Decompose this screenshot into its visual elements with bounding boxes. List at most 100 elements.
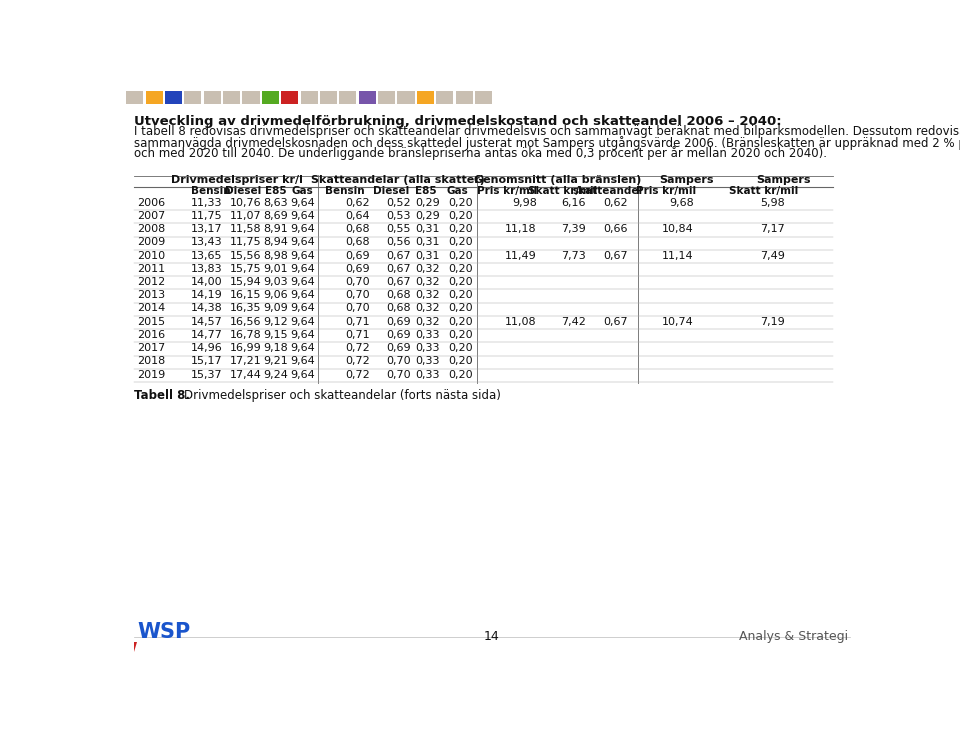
Text: 0,29: 0,29 bbox=[416, 198, 440, 207]
Text: 13,65: 13,65 bbox=[191, 251, 223, 260]
Text: 9,64: 9,64 bbox=[291, 237, 315, 247]
Text: 0,20: 0,20 bbox=[448, 304, 472, 314]
Text: 15,37: 15,37 bbox=[191, 370, 223, 380]
Text: Skatteandelar (alla skatter): Skatteandelar (alla skatter) bbox=[311, 175, 485, 185]
Text: 0,68: 0,68 bbox=[386, 290, 411, 301]
Text: 8,63: 8,63 bbox=[264, 198, 288, 207]
Text: 0,70: 0,70 bbox=[346, 290, 371, 301]
Text: 9,64: 9,64 bbox=[291, 317, 315, 327]
Text: 0,32: 0,32 bbox=[416, 317, 440, 327]
Text: 0,67: 0,67 bbox=[386, 264, 411, 273]
Text: E85: E85 bbox=[265, 186, 287, 196]
Text: 2006: 2006 bbox=[137, 198, 165, 207]
Bar bbox=[397, 91, 415, 104]
Bar bbox=[339, 91, 356, 104]
Bar bbox=[262, 91, 278, 104]
Text: Pris kr/mil: Pris kr/mil bbox=[477, 186, 538, 196]
Text: 11,07: 11,07 bbox=[230, 211, 262, 220]
Bar bbox=[320, 91, 337, 104]
Text: 0,20: 0,20 bbox=[448, 343, 472, 354]
Text: Bensin: Bensin bbox=[324, 186, 365, 196]
Text: 2011: 2011 bbox=[137, 264, 165, 273]
Text: 2008: 2008 bbox=[137, 224, 165, 234]
Text: 0,71: 0,71 bbox=[346, 330, 371, 340]
Bar bbox=[146, 91, 162, 104]
Text: 2015: 2015 bbox=[137, 317, 165, 327]
Text: Drivmedelspriser och skatteandelar (forts nästa sida): Drivmedelspriser och skatteandelar (fort… bbox=[183, 389, 500, 402]
Text: 0,33: 0,33 bbox=[416, 370, 440, 380]
Text: 2010: 2010 bbox=[137, 251, 165, 260]
Text: 9,21: 9,21 bbox=[263, 356, 288, 367]
Text: 0,33: 0,33 bbox=[416, 343, 440, 354]
Text: Bensin: Bensin bbox=[191, 186, 230, 196]
Text: 5,98: 5,98 bbox=[760, 198, 785, 207]
Text: 8,94: 8,94 bbox=[263, 237, 288, 247]
Text: 0,32: 0,32 bbox=[416, 264, 440, 273]
Text: 0,31: 0,31 bbox=[416, 237, 440, 247]
Text: 9,98: 9,98 bbox=[512, 198, 537, 207]
Text: 6,16: 6,16 bbox=[562, 198, 586, 207]
Text: 9,64: 9,64 bbox=[291, 251, 315, 260]
Text: Diesel: Diesel bbox=[373, 186, 409, 196]
Text: 0,56: 0,56 bbox=[386, 237, 411, 247]
Text: Utveckling av drivmedelförbrukning, drivmedelskostand och skatteandel 2006 – 204: Utveckling av drivmedelförbrukning, driv… bbox=[134, 115, 781, 128]
Text: Sampers: Sampers bbox=[756, 175, 811, 185]
Text: 0,69: 0,69 bbox=[346, 251, 371, 260]
Text: 14,00: 14,00 bbox=[191, 277, 223, 287]
Bar bbox=[456, 91, 472, 104]
Text: 0,29: 0,29 bbox=[416, 211, 440, 220]
Text: 16,15: 16,15 bbox=[230, 290, 262, 301]
Text: Skatt kr/mil: Skatt kr/mil bbox=[730, 186, 799, 196]
Bar bbox=[243, 91, 259, 104]
Text: 11,08: 11,08 bbox=[505, 317, 537, 327]
Text: 0,69: 0,69 bbox=[386, 317, 411, 327]
Text: 0,68: 0,68 bbox=[386, 304, 411, 314]
Text: 0,20: 0,20 bbox=[448, 356, 472, 367]
Text: 9,68: 9,68 bbox=[669, 198, 693, 207]
Text: 2019: 2019 bbox=[137, 370, 165, 380]
Text: 2013: 2013 bbox=[137, 290, 165, 301]
Text: 0,67: 0,67 bbox=[386, 251, 411, 260]
Text: 8,91: 8,91 bbox=[263, 224, 288, 234]
Text: 0,69: 0,69 bbox=[346, 264, 371, 273]
Text: 0,62: 0,62 bbox=[603, 198, 628, 207]
Text: 0,64: 0,64 bbox=[346, 211, 371, 220]
Text: 2012: 2012 bbox=[137, 277, 165, 287]
Text: 2016: 2016 bbox=[137, 330, 165, 340]
Text: 2007: 2007 bbox=[137, 211, 165, 220]
Text: 9,64: 9,64 bbox=[291, 370, 315, 380]
Text: 0,20: 0,20 bbox=[448, 224, 472, 234]
Text: 0,55: 0,55 bbox=[386, 224, 411, 234]
Text: 15,17: 15,17 bbox=[191, 356, 223, 367]
Text: 7,39: 7,39 bbox=[561, 224, 586, 234]
Text: 8,69: 8,69 bbox=[263, 211, 288, 220]
Bar bbox=[378, 91, 396, 104]
Text: 9,64: 9,64 bbox=[291, 224, 315, 234]
Text: 0,20: 0,20 bbox=[448, 317, 472, 327]
Text: 9,15: 9,15 bbox=[264, 330, 288, 340]
Text: 14,38: 14,38 bbox=[190, 304, 223, 314]
Bar bbox=[281, 91, 299, 104]
Text: 15,56: 15,56 bbox=[230, 251, 262, 260]
Text: 0,32: 0,32 bbox=[416, 277, 440, 287]
Text: 8,98: 8,98 bbox=[263, 251, 288, 260]
Text: 7,17: 7,17 bbox=[760, 224, 785, 234]
Text: 9,64: 9,64 bbox=[291, 343, 315, 354]
Text: 14,19: 14,19 bbox=[190, 290, 223, 301]
Bar bbox=[184, 91, 202, 104]
Text: 13,17: 13,17 bbox=[191, 224, 223, 234]
Text: 17,21: 17,21 bbox=[230, 356, 262, 367]
Text: 9,64: 9,64 bbox=[291, 211, 315, 220]
Text: 9,64: 9,64 bbox=[291, 277, 315, 287]
Text: 0,67: 0,67 bbox=[603, 317, 628, 327]
Text: 7,73: 7,73 bbox=[561, 251, 586, 260]
Text: 0,53: 0,53 bbox=[386, 211, 411, 220]
Text: 7,19: 7,19 bbox=[760, 317, 785, 327]
Text: 9,64: 9,64 bbox=[291, 264, 315, 273]
Text: 16,35: 16,35 bbox=[230, 304, 262, 314]
Text: 15,94: 15,94 bbox=[230, 277, 262, 287]
Text: Analys & Strategi: Analys & Strategi bbox=[739, 631, 849, 643]
Text: 9,01: 9,01 bbox=[264, 264, 288, 273]
Text: 9,24: 9,24 bbox=[263, 370, 288, 380]
Text: 2009: 2009 bbox=[137, 237, 165, 247]
